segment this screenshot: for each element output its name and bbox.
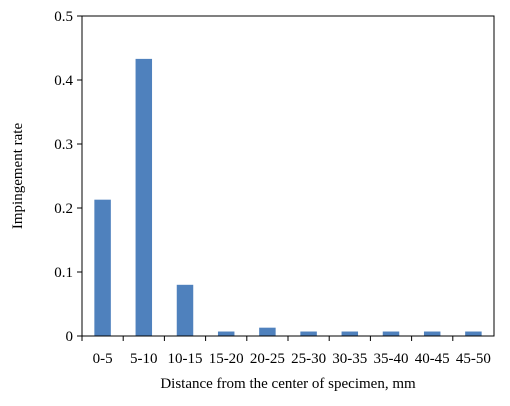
y-axis-ticks: 0 0.1 0.2 0.3 0.4 0.5 [54,9,82,345]
x-tick-label-30-35: 30-35 [332,351,367,367]
x-tick-label-40-45: 40-45 [415,351,450,367]
bars [94,58,482,336]
bar-10-15 [176,284,194,336]
bar-30-35 [341,331,359,336]
bar-5-10 [135,58,153,336]
bar-25-30 [300,331,317,336]
y-tick-label: 0.2 [54,201,73,217]
plot-area-frame [81,15,495,337]
bar-45-50 [465,331,482,336]
x-axis-tick-labels: 0-5 5-10 10-15 15-20 20-25 25-30 30-35 35-40 40-… [81,336,491,367]
y-tick-label: 0.4 [54,73,73,89]
y-tick-label: 0.1 [54,265,73,281]
x-tick-label-35-40: 35-40 [374,351,409,367]
bar-40-45 [423,331,441,336]
x-tick-label-5-10: 5-10 [130,351,158,367]
y-tick-label: 0.3 [54,137,73,153]
x-axis-title: Distance from the center of specimen, mm [160,376,416,392]
x-tick-label-10-15: 10-15 [168,351,203,367]
bar-15-20 [217,331,235,336]
bar-20-25 [259,327,276,336]
x-tick-label-45-50: 45-50 [456,351,491,367]
x-tick-label-20-25: 20-25 [250,351,285,367]
x-tick-label-0-5: 0-5 [93,351,113,367]
y-axis-title: Impingement rate [10,123,26,230]
y-tick-label: 0.5 [54,9,73,25]
x-tick-label-15-20: 15-20 [209,351,244,367]
bar-0-5 [94,199,111,336]
bar-35-40 [382,331,400,336]
y-tick-label: 0 [66,329,74,345]
x-tick-label-25-30: 25-30 [291,351,326,367]
